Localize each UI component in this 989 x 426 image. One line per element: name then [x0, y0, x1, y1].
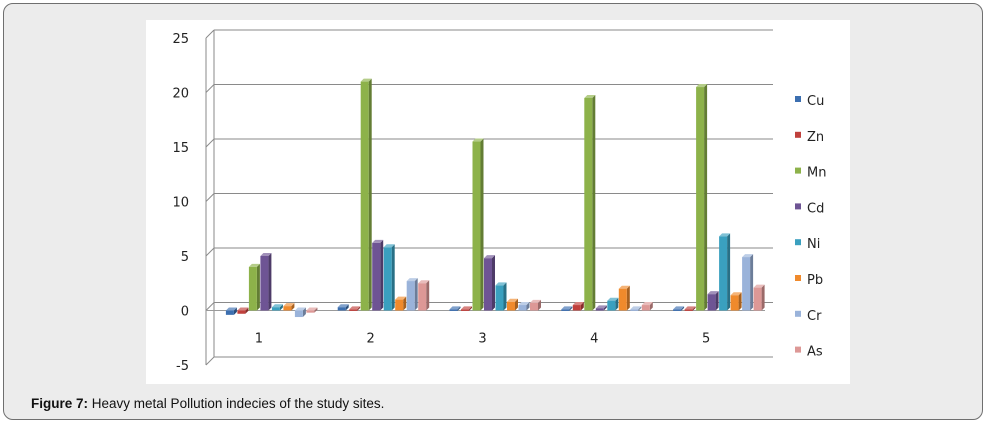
bar-ni-site-5: [719, 233, 731, 311]
chart-panel: -5 0 5 10 15 20 25 1 2 3 4 5 Cu Zn Mn Cd Ni Pb Cr As: [146, 20, 850, 384]
bar-cr-site-4: [630, 306, 642, 311]
legend-item-cu: Cu: [795, 94, 824, 109]
bar-mn-site-4: [584, 94, 596, 311]
bar-cu-site-5: [673, 306, 685, 311]
bar-cu-site-3: [449, 306, 461, 311]
bar-cr-site-3: [518, 302, 530, 311]
legend-item-cr: Cr: [795, 309, 822, 324]
gridline-depth: [205, 193, 215, 202]
legend-label: As: [807, 345, 823, 360]
y-tick-label: 10: [172, 196, 189, 211]
y-tick-label: 15: [172, 141, 189, 156]
legend-label: Mn: [807, 166, 826, 181]
bar-pb-site-3: [507, 298, 518, 311]
gridline-depth: [205, 138, 215, 148]
bar-as-site-5: [753, 284, 765, 311]
bar-ni-site-2: [383, 244, 395, 311]
label-layer: -5 0 5 10 15 20 25 1 2 3 4 5: [172, 32, 710, 374]
legend-item-ni: Ni: [795, 237, 820, 252]
bar-cu-site-1: [225, 307, 237, 315]
legend-item-as: As: [795, 345, 823, 360]
bar-zn-site-2: [349, 306, 361, 311]
gridline-depth: [205, 29, 215, 39]
bar-zn-site-1: [237, 307, 249, 314]
bar-as-site-4: [641, 302, 653, 311]
bar-pb-site-2: [395, 296, 407, 311]
gridline-depth: [205, 247, 215, 257]
caption-label: Figure 7:: [31, 396, 89, 411]
legend-swatch: [795, 310, 801, 317]
gridline-depth: [205, 302, 215, 311]
legend-label: Pb: [807, 273, 823, 288]
figure-caption: Figure 7: Heavy metal Pollution indecies…: [31, 396, 384, 411]
bar-as-site-1: [306, 307, 318, 313]
legend-swatch: [795, 203, 801, 210]
x-tick-label: 3: [478, 332, 486, 347]
legend-swatch: [795, 275, 801, 281]
bar-cd-site-1: [260, 253, 272, 311]
x-tick-label: 5: [702, 332, 710, 347]
bar-cd-site-4: [595, 305, 607, 311]
gridline-depth: [205, 356, 215, 366]
bar-cr-site-5: [742, 254, 754, 311]
x-tick-label: 2: [367, 332, 375, 347]
bar-mn-site-5: [696, 84, 708, 311]
legend-swatch: [795, 346, 801, 353]
legend-label: Zn: [807, 130, 824, 145]
legend-item-pb: Pb: [795, 273, 823, 288]
legend-label: Ni: [807, 237, 820, 252]
y-tick-label: 5: [181, 250, 189, 265]
legend-label: Cu: [807, 94, 824, 109]
y-tick-label: 25: [172, 32, 189, 47]
legend-item-zn: Zn: [795, 130, 824, 145]
bar-zn-site-5: [684, 306, 696, 311]
x-tick-label: 4: [590, 332, 598, 347]
y-tick-label: 0: [181, 305, 189, 320]
bar-cu-site-2: [337, 304, 349, 311]
bar-cr-site-2: [406, 278, 418, 311]
bar-mn-site-1: [248, 263, 260, 311]
y-tick-label: 20: [172, 87, 189, 102]
legend-item-mn: Mn: [795, 166, 826, 181]
y-tick-label: -5: [176, 359, 189, 374]
bar-mn-site-2: [360, 78, 372, 311]
axis-layer: [205, 30, 765, 365]
legend: Cu Zn Mn Cd Ni Pb Cr As: [795, 94, 826, 360]
legend-label: Cd: [807, 201, 824, 216]
bar-ni-site-3: [495, 282, 507, 311]
legend-label: Cr: [807, 309, 822, 324]
bar-pb-site-4: [618, 285, 630, 311]
bar-cd-site-3: [484, 255, 495, 311]
bar-mn-site-3: [472, 138, 484, 311]
legend-swatch: [795, 239, 801, 246]
legend-swatch: [795, 96, 801, 102]
figure-card: -5 0 5 10 15 20 25 1 2 3 4 5 Cu Zn Mn Cd Ni Pb Cr As Figur…: [3, 3, 983, 420]
bar-layer: [225, 78, 765, 318]
bar-cd-site-5: [707, 291, 719, 311]
bar-cd-site-2: [372, 239, 384, 311]
bar-as-site-3: [530, 299, 541, 311]
bar-pb-site-5: [730, 292, 742, 311]
bar-zn-site-4: [572, 302, 584, 311]
caption-text: Heavy metal Pollution indecies of the st…: [91, 396, 385, 411]
bar-cr-site-1: [294, 307, 306, 318]
legend-swatch: [795, 167, 801, 174]
x-tick-label: 1: [255, 332, 263, 347]
gridline-depth: [205, 84, 215, 93]
bar-chart: -5 0 5 10 15 20 25 1 2 3 4 5 Cu Zn Mn Cd Ni Pb Cr As: [172, 29, 826, 374]
bar-as-site-2: [418, 280, 430, 311]
legend-item-cd: Cd: [795, 201, 824, 216]
bar-zn-site-3: [461, 306, 472, 311]
bar-cu-site-4: [561, 306, 573, 311]
bar-pb-site-1: [283, 303, 295, 311]
bar-ni-site-1: [271, 304, 283, 311]
legend-swatch: [795, 131, 801, 138]
bar-ni-site-4: [607, 297, 619, 311]
grid-layer: [205, 29, 773, 366]
